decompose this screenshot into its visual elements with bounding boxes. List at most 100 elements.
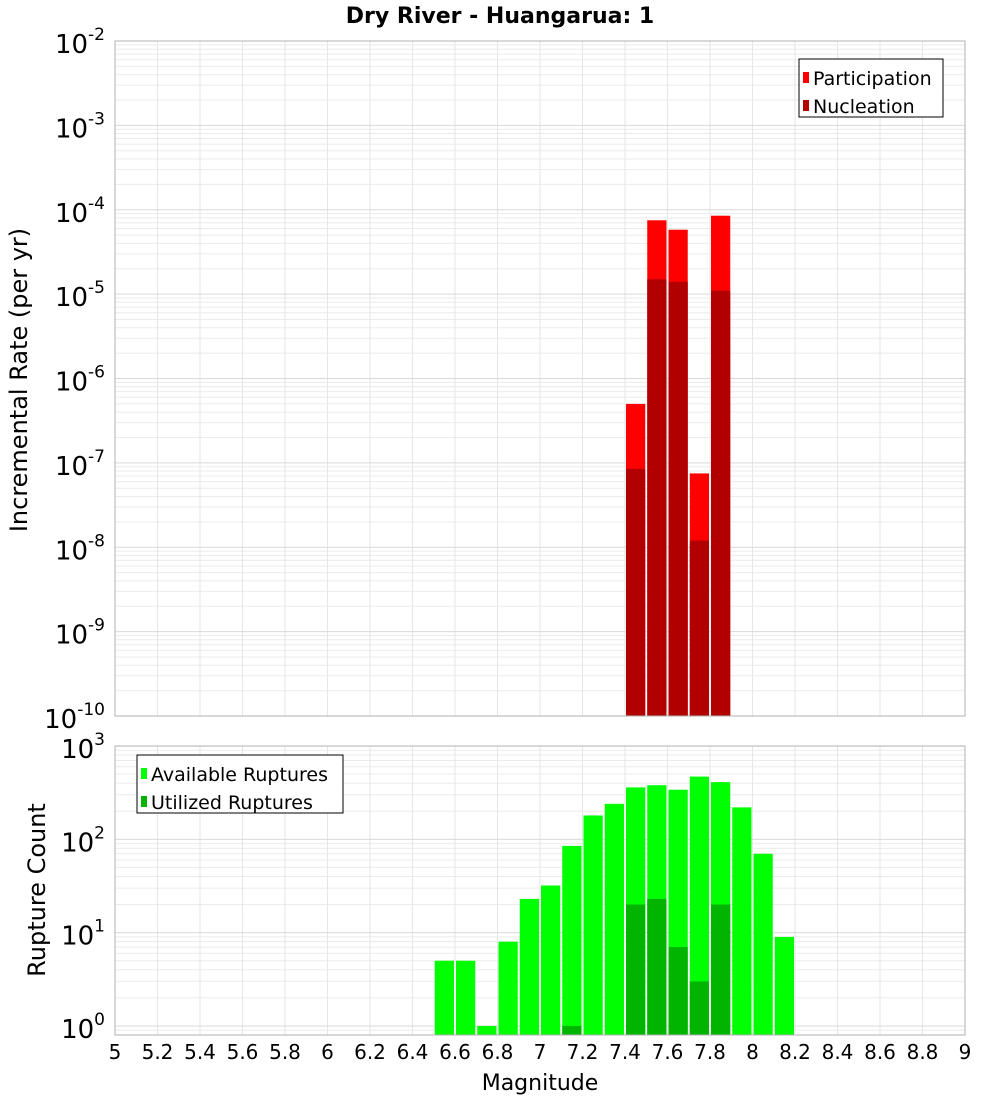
- y-tick-base: 10: [55, 536, 88, 566]
- top-legend: Participation Nucleation: [798, 58, 944, 118]
- y-tick-base: 10: [44, 705, 77, 735]
- y-tick-exponent: 2: [94, 823, 105, 843]
- plot-border-0: [114, 40, 966, 717]
- y-tick-base: 10: [61, 1015, 94, 1045]
- y-tick-label: 100: [61, 1010, 105, 1045]
- bar-available-ruptures: [774, 936, 794, 1035]
- bar-utilized-ruptures: [668, 947, 688, 1035]
- bar-nucleation: [689, 540, 709, 716]
- y-tick-base: 10: [61, 735, 94, 765]
- bar-available-ruptures: [753, 853, 773, 1035]
- x-tick-label: 6.8: [482, 1040, 514, 1064]
- x-tick-label: 5.8: [269, 1040, 301, 1064]
- y-tick-base: 10: [61, 922, 94, 952]
- y-tick-label: 10-4: [55, 194, 105, 229]
- y-tick-exponent: 0: [94, 1010, 105, 1030]
- bar-utilized-ruptures: [647, 898, 667, 1035]
- bar-available-ruptures: [604, 803, 624, 1035]
- x-tick-label: 6.6: [439, 1040, 471, 1064]
- top-legend-swatch: [803, 72, 809, 83]
- bottom-legend-label: Utilized Ruptures: [151, 792, 313, 814]
- top-legend-box: [798, 58, 944, 118]
- x-tick-label: 7.6: [652, 1040, 684, 1064]
- bar-utilized-ruptures: [562, 1025, 582, 1035]
- bottom-y-axis-label: Rupture Count: [23, 803, 51, 977]
- y-tick-exponent: -3: [88, 109, 105, 129]
- x-tick-label: 7: [534, 1040, 547, 1064]
- y-tick-exponent: -2: [88, 25, 105, 45]
- y-tick-label: 10-5: [55, 278, 105, 313]
- bottom-legend-label: Available Ruptures: [151, 764, 328, 786]
- x-tick-label: 5.2: [142, 1040, 174, 1064]
- bar-available-ruptures: [498, 941, 518, 1035]
- y-tick-label: 10-7: [55, 447, 105, 482]
- y-tick-exponent: -7: [88, 447, 105, 467]
- y-tick-base: 10: [55, 368, 88, 398]
- bar-available-ruptures: [541, 885, 561, 1035]
- x-tick-label: 5: [109, 1040, 122, 1064]
- bottom-legend: Available Ruptures Utilized Ruptures: [136, 754, 344, 814]
- x-tick-label: 5.4: [184, 1040, 216, 1064]
- bar-available-ruptures: [434, 960, 454, 1035]
- bar-utilized-ruptures: [711, 904, 731, 1035]
- x-tick-label: 6.4: [397, 1040, 429, 1064]
- y-tick-label: 10-3: [55, 109, 105, 144]
- x-tick-label: 8.6: [864, 1040, 896, 1064]
- y-tick-label: 10-9: [55, 616, 105, 651]
- y-tick-base: 10: [55, 199, 88, 229]
- top-legend-label: Nucleation: [813, 96, 915, 118]
- chart-title: Dry River - Huangarua: 1: [346, 4, 654, 29]
- top-legend-swatch: [803, 100, 809, 111]
- top-y-axis-label: Incremental Rate (per yr): [5, 228, 33, 532]
- y-tick-base: 10: [55, 452, 88, 482]
- x-tick-label: 7.4: [609, 1040, 641, 1064]
- bar-nucleation: [668, 281, 688, 716]
- bar-available-ruptures: [732, 807, 752, 1035]
- x-tick-label: 7.8: [694, 1040, 726, 1064]
- y-tick-exponent: -9: [88, 616, 105, 636]
- y-tick-base: 10: [55, 114, 88, 144]
- y-tick-exponent: 3: [94, 730, 105, 750]
- y-tick-base: 10: [55, 30, 88, 60]
- y-tick-exponent: 1: [94, 917, 105, 937]
- bottom-legend-swatch: [141, 768, 147, 779]
- y-tick-label: 103: [61, 730, 105, 765]
- y-tick-exponent: -10: [77, 700, 105, 720]
- y-tick-exponent: -5: [88, 278, 105, 298]
- plot-border-1: [114, 745, 966, 1036]
- bar-available-ruptures: [689, 776, 709, 1035]
- x-tick-label: 6: [321, 1040, 334, 1064]
- bar-nucleation: [647, 279, 667, 716]
- bar-nucleation: [711, 290, 731, 716]
- y-tick-label: 10-2: [55, 25, 105, 60]
- bar-utilized-ruptures: [689, 981, 709, 1035]
- y-tick-label: 10-8: [55, 531, 105, 566]
- bar-nucleation: [626, 468, 646, 716]
- bar-available-ruptures: [562, 845, 582, 1035]
- x-tick-label: 9: [959, 1040, 972, 1064]
- bottom-legend-swatch: [141, 796, 147, 807]
- x-tick-label: 8.2: [779, 1040, 811, 1064]
- y-tick-exponent: -6: [88, 363, 105, 383]
- y-tick-base: 10: [55, 283, 88, 313]
- y-tick-base: 10: [61, 828, 94, 858]
- y-tick-label: 10-6: [55, 363, 105, 398]
- y-tick-exponent: -8: [88, 531, 105, 551]
- y-tick-base: 10: [55, 621, 88, 651]
- y-tick-label: 10-10: [44, 700, 105, 735]
- y-tick-label: 101: [61, 917, 105, 952]
- bar-available-ruptures: [477, 1025, 497, 1035]
- bar-utilized-ruptures: [626, 904, 646, 1035]
- bottom-legend-box: [136, 754, 344, 814]
- bar-available-ruptures: [519, 898, 539, 1035]
- top-legend-label: Participation: [813, 68, 932, 90]
- x-tick-label: 5.6: [227, 1040, 259, 1064]
- y-tick-label: 102: [61, 823, 105, 858]
- x-tick-label: 8.8: [907, 1040, 939, 1064]
- x-tick-label: 8: [746, 1040, 759, 1064]
- x-tick-label: 7.2: [567, 1040, 599, 1064]
